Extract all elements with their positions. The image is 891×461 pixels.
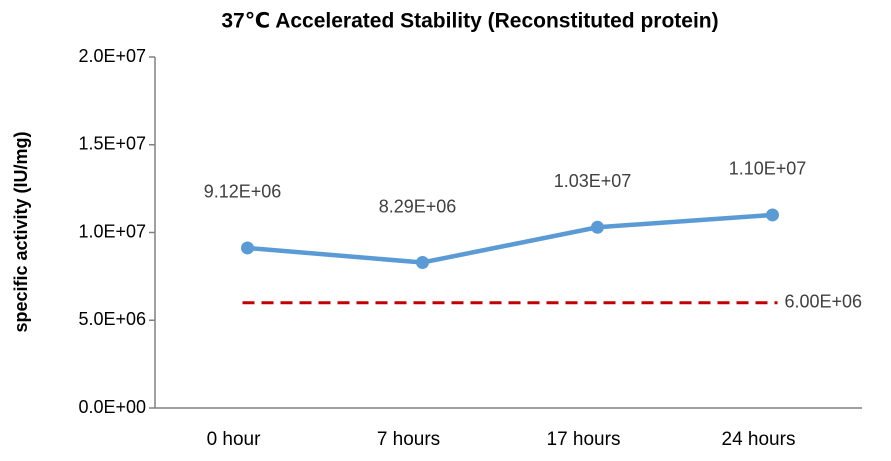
y-tick-label: 0.0E+00 [78,397,146,417]
data-point [241,241,254,255]
data-point [416,256,429,270]
chart-title: 37℃ Accelerated Stability (Reconstituted… [221,10,718,33]
y-tick-label: 5.0E+06 [78,309,146,329]
data-label: 8.29E+06 [379,196,457,216]
x-tick-label: 17 hours [547,429,621,450]
threshold-label: 6.00E+06 [785,291,863,311]
x-tick-label: 7 hours [377,429,440,450]
y-tick-label: 2.0E+07 [78,46,146,66]
data-label: 1.03E+07 [554,171,632,191]
y-tick-label: 1.0E+07 [78,221,146,241]
data-label: 1.10E+07 [729,159,807,179]
x-tick-label: 0 hour [207,429,262,450]
data-label: 9.12E+06 [204,182,282,202]
y-tick-label: 1.5E+07 [78,134,146,154]
data-point [591,220,604,234]
x-tick-label: 24 hours [722,429,796,450]
data-line [247,212,773,265]
y-axis-label: specific activity (IU/mg) [11,131,31,332]
data-point [766,208,779,222]
